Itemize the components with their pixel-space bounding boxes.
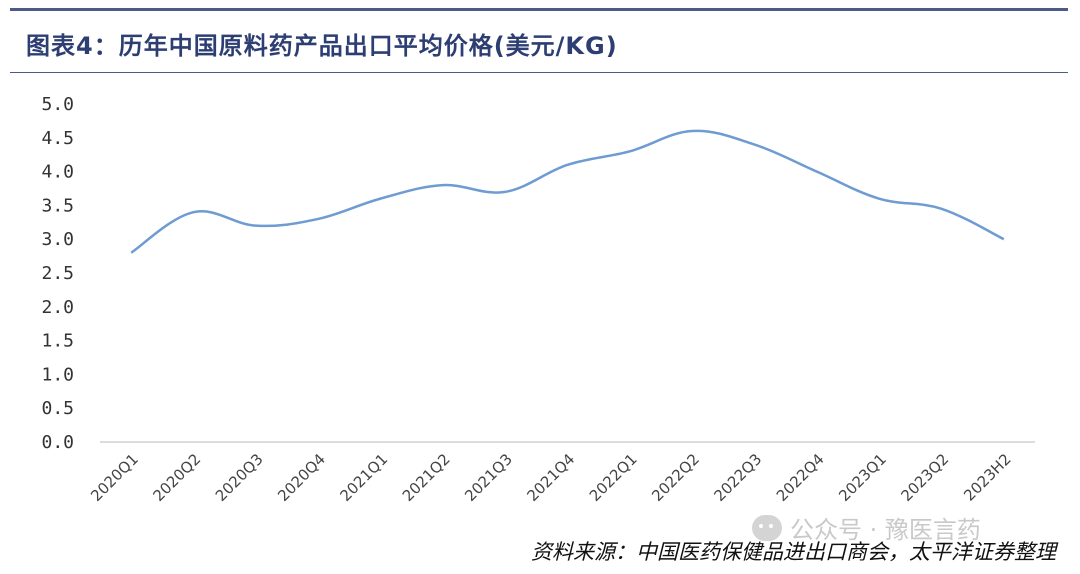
chart-title: 图表4：历年中国原料药产品出口平均价格(美元/KG) [26,32,618,60]
y-tick-label: 3.5 [41,195,74,216]
watermark-text: 公众号 · 豫医言药 [790,516,981,544]
x-tick-label: 2022Q1 [586,450,641,505]
x-tick-label: 2020Q3 [212,450,267,505]
x-tick-label: 2023H2 [960,450,1014,504]
y-axis: 0.0 0.5 1.0 1.5 2.0 2.5 3.0 3.5 4.0 4.5 5.0 [41,94,74,453]
x-tick-label: 2020Q2 [150,450,205,505]
x-tick-label: 2021Q2 [399,450,454,505]
y-tick-label: 1.0 [41,364,74,385]
x-tick-label: 2020Q4 [274,450,329,505]
wechat-icon [752,514,782,541]
series-line [130,129,1005,254]
x-tick-label: 2021Q1 [337,450,392,505]
y-tick-label: 0.5 [41,398,74,419]
y-tick-label: 0.0 [41,432,74,453]
x-axis: 2020Q1 2020Q2 2020Q3 2020Q4 2021Q1 2021Q2 2021… [87,450,1014,505]
title-rule [10,72,1068,73]
top-rule [10,8,1068,11]
x-tick-label: 2021Q3 [461,450,516,505]
y-tick-label: 4.5 [41,128,74,149]
x-tick-label: 2023Q1 [835,450,890,505]
x-tick-label: 2022Q4 [773,450,828,505]
y-tick-label: 2.0 [41,297,74,318]
x-tick-label: 2020Q1 [87,450,142,505]
source-note: 资料来源：中国医药保健品进出口商会，太平洋证券整理 [531,540,1056,564]
y-tick-label: 4.0 [41,162,74,183]
y-tick-label: 2.5 [41,263,74,284]
y-tick-label: 1.5 [41,331,74,352]
x-tick-label: 2022Q3 [711,450,766,505]
x-tick-label: 2021Q4 [524,450,579,505]
watermark: 公众号 · 豫医言药 [752,510,981,545]
x-tick-label: 2022Q2 [648,450,703,505]
y-tick-label: 5.0 [41,94,74,115]
x-tick-label: 2023Q2 [898,450,953,505]
y-tick-label: 3.0 [41,229,74,250]
